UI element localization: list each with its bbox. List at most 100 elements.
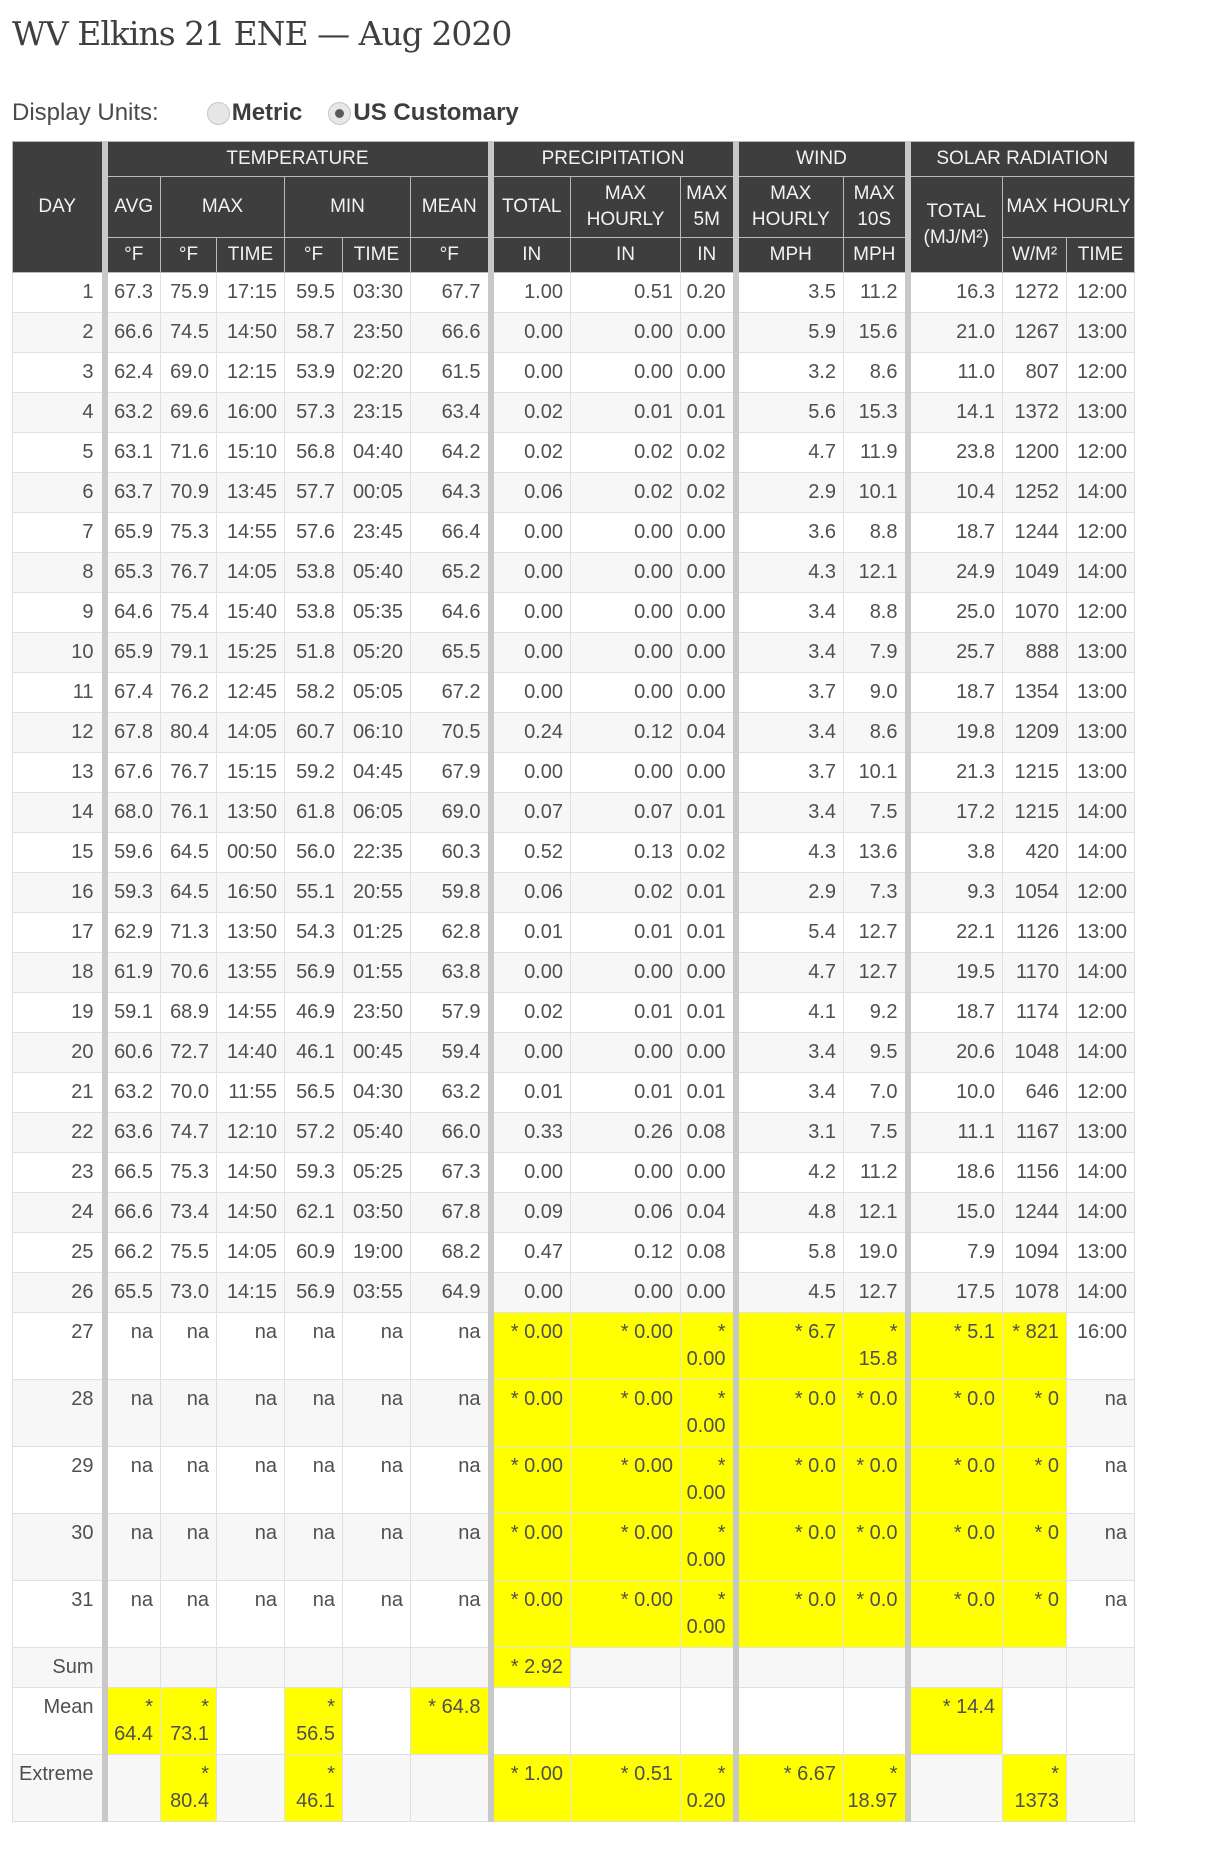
value-cell: 01:25 — [342, 912, 411, 953]
value-cell: na — [342, 1513, 411, 1581]
value-cell: 19.5 — [904, 952, 1003, 993]
value-cell: * 0 — [1002, 1379, 1067, 1447]
value-cell: 0.00 — [680, 552, 736, 593]
value-cell: 03:30 — [342, 272, 411, 313]
value-cell: 1215 — [1002, 792, 1067, 833]
value-cell: 14:00 — [1066, 792, 1135, 833]
table-row: 20 60.6 72.7 14:40 46.1 00:45 59.4 0.00 0.00 0.00… — [12, 1032, 1135, 1073]
units-header-row: °F °F TIME °F TIME °F IN IN IN MPH MPH W… — [13, 237, 1135, 273]
value-cell: 0.00 — [680, 952, 736, 993]
value-cell: 0.01 — [570, 912, 681, 953]
value-cell: 00:45 — [342, 1032, 411, 1073]
value-cell: 8.8 — [843, 592, 908, 633]
value-cell: 8.8 — [843, 512, 908, 553]
value-cell: 1054 — [1002, 872, 1067, 913]
value-cell: 67.9 — [410, 752, 491, 793]
value-cell: 0.00 — [680, 512, 736, 553]
value-cell: 3.4 — [732, 712, 844, 753]
value-cell: 16:00 — [216, 392, 285, 433]
value-cell: 0.12 — [570, 712, 681, 753]
value-cell: 25.0 — [904, 592, 1003, 633]
value-cell: 76.1 — [160, 792, 217, 833]
weather-table: DAY TEMPERATURE PRECIPITATION WIND SOLAR… — [12, 141, 1135, 1822]
value-cell: na — [342, 1379, 411, 1447]
value-cell: 2.9 — [732, 472, 844, 513]
group-header-wind: WIND — [732, 141, 908, 177]
value-cell: na — [1066, 1379, 1135, 1447]
value-cell: * 0.00 — [570, 1513, 681, 1581]
sub-header-row: AVG MAX MIN MEAN TOTAL MAX HOURLY MAX 5M… — [13, 176, 1135, 273]
value-cell: 15.6 — [843, 312, 908, 353]
value-cell: 0.01 — [680, 872, 736, 913]
value-cell: 5.8 — [732, 1232, 844, 1273]
value-cell: na — [410, 1580, 491, 1648]
value-cell: 17.5 — [904, 1272, 1003, 1313]
value-cell: 0.01 — [680, 992, 736, 1033]
table-row: 18 61.9 70.6 13:55 56.9 01:55 63.8 0.00 0.00 0.00… — [12, 952, 1135, 993]
value-cell: 0.00 — [680, 1032, 736, 1073]
value-cell: na — [284, 1513, 343, 1581]
day-cell: 10 — [12, 632, 105, 673]
value-cell: 1244 — [1002, 512, 1067, 553]
value-cell: 0.24 — [487, 712, 571, 753]
value-cell: 1094 — [1002, 1232, 1067, 1273]
value-cell: * 0.00 — [570, 1312, 681, 1380]
value-cell: na — [410, 1379, 491, 1447]
radio-metric[interactable]: Metric — [206, 99, 302, 127]
value-cell: * 56.5 — [284, 1687, 343, 1755]
value-cell: 15.3 — [843, 392, 908, 433]
value-cell: 70.9 — [160, 472, 217, 513]
value-cell: 63.2 — [410, 1072, 491, 1113]
value-cell: 9.5 — [843, 1032, 908, 1073]
value-cell: 9.2 — [843, 992, 908, 1033]
value-cell: 56.9 — [284, 1272, 343, 1313]
value-cell: 1070 — [1002, 592, 1067, 633]
value-cell: 51.8 — [284, 632, 343, 673]
value-cell: 04:40 — [342, 432, 411, 473]
value-cell: * 0.20 — [680, 1754, 736, 1822]
value-cell: 59.4 — [410, 1032, 491, 1073]
value-cell — [410, 1754, 491, 1822]
value-cell: 0.00 — [680, 632, 736, 673]
value-cell: 1078 — [1002, 1272, 1067, 1313]
value-cell: 15:15 — [216, 752, 285, 793]
table-row: 13 67.6 76.7 15:15 59.2 04:45 67.9 0.00 0.00 0.00… — [12, 752, 1135, 793]
value-cell: 19.0 — [843, 1232, 908, 1273]
value-cell: na — [160, 1446, 217, 1514]
day-cell: 13 — [12, 752, 105, 793]
value-cell: na — [410, 1513, 491, 1581]
table-row: 15 59.6 64.5 00:50 56.0 22:35 60.3 0.52 0.13 0.02… — [12, 832, 1135, 873]
value-cell: 0.00 — [680, 312, 736, 353]
day-cell: 4 — [12, 392, 105, 433]
value-cell — [1002, 1687, 1067, 1755]
value-cell: 23:15 — [342, 392, 411, 433]
value-cell: 61.8 — [284, 792, 343, 833]
value-cell: 14:50 — [216, 1192, 285, 1233]
value-cell: 11.0 — [904, 352, 1003, 393]
value-cell: 23:50 — [342, 312, 411, 353]
value-cell: 0.02 — [487, 432, 571, 473]
value-cell: 64.9 — [410, 1272, 491, 1313]
value-cell: * 80.4 — [160, 1754, 217, 1822]
value-cell: 4.7 — [732, 432, 844, 473]
value-cell: 60.7 — [284, 712, 343, 753]
col-header-wind-max-10s: MAX 10S — [843, 176, 908, 238]
value-cell: * 0.00 — [570, 1446, 681, 1514]
value-cell: * 0 — [1002, 1580, 1067, 1648]
value-cell: 0.07 — [487, 792, 571, 833]
value-cell: 74.7 — [160, 1112, 217, 1153]
value-cell — [342, 1687, 411, 1755]
value-cell: * 0.00 — [570, 1379, 681, 1447]
value-cell — [1002, 1647, 1067, 1688]
radio-us-customary[interactable]: US Customary — [328, 99, 519, 127]
value-cell: 0.01 — [680, 792, 736, 833]
value-cell: 72.7 — [160, 1032, 217, 1073]
value-cell: 1048 — [1002, 1032, 1067, 1073]
value-cell: 4.8 — [732, 1192, 844, 1233]
value-cell: 58.7 — [284, 312, 343, 353]
value-cell: 57.6 — [284, 512, 343, 553]
value-cell: 807 — [1002, 352, 1067, 393]
value-cell: 10.1 — [843, 472, 908, 513]
table-row: 23 66.5 75.3 14:50 59.3 05:25 67.3 0.00 0.00 0.00… — [12, 1152, 1135, 1193]
value-cell: 61.9 — [101, 952, 161, 993]
